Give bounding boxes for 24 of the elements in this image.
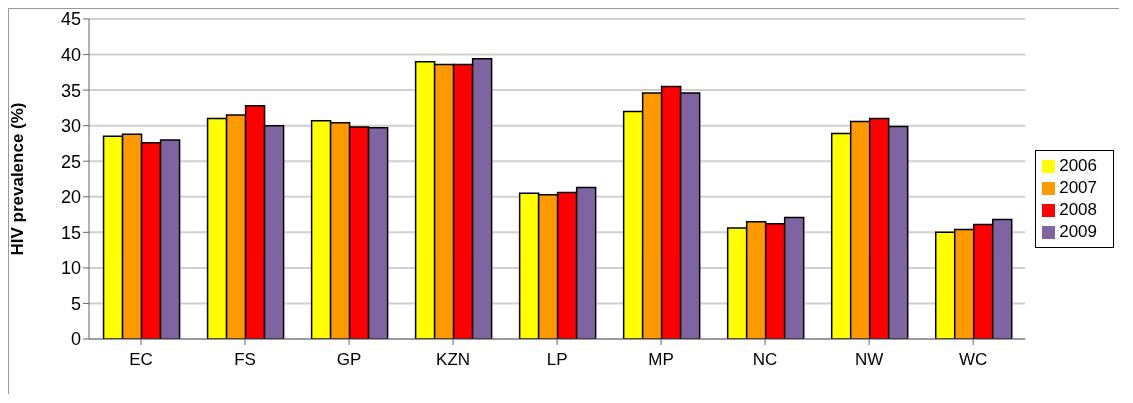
y-tick-label: 10 — [60, 258, 81, 279]
legend-label: 2009 — [1059, 222, 1097, 241]
y-tick-label: 15 — [60, 222, 81, 243]
legend-label: 2008 — [1059, 200, 1097, 219]
y-tick-label: 45 — [60, 9, 81, 30]
y-tick-label: 35 — [60, 80, 81, 101]
y-tick-label: 40 — [60, 44, 81, 65]
y-tick-label: 20 — [60, 187, 81, 208]
y-axis-title: HIV prevalence (%) — [8, 102, 28, 256]
x-tick-label: MP — [648, 350, 674, 370]
y-tick-label: 30 — [60, 116, 81, 137]
y-tick-label: 5 — [70, 293, 81, 314]
x-tick-label: EC — [129, 350, 153, 370]
x-tick-label: NC — [752, 350, 778, 370]
x-tick-label: WC — [959, 350, 988, 370]
legend-label: 2007 — [1059, 178, 1097, 197]
y-tick-label: 0 — [70, 329, 81, 350]
x-tick-label: LP — [546, 350, 568, 370]
x-tick-label: FS — [234, 350, 256, 370]
x-tick-label: KZN — [436, 350, 471, 370]
x-tick-label: GP — [336, 350, 362, 370]
legend-label: 2006 — [1059, 156, 1097, 175]
y-tick-label: 25 — [60, 151, 81, 172]
x-tick-label: NW — [854, 350, 884, 370]
